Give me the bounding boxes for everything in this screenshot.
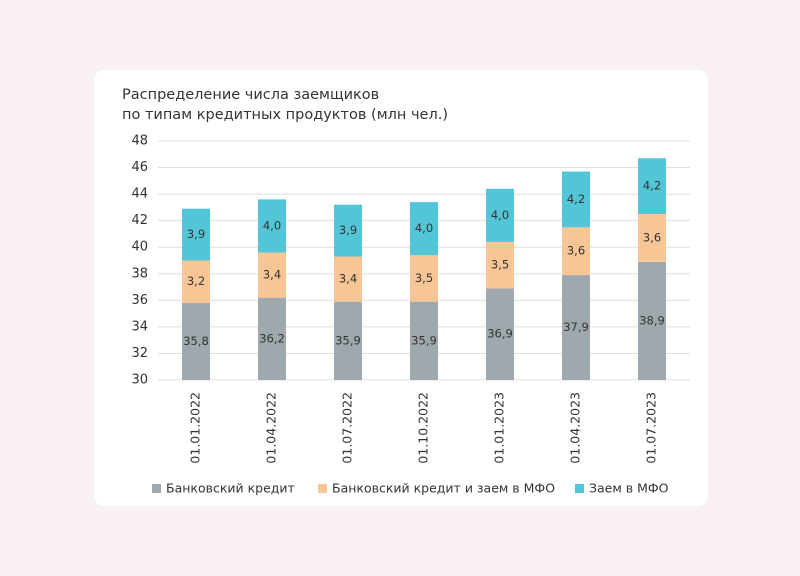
y-tick-label: 34 <box>131 319 148 334</box>
value-label: 3,4 <box>339 272 357 286</box>
value-label: 4,0 <box>415 221 433 235</box>
bar-segment <box>182 260 210 303</box>
x-tick-label: 01.07.2023 <box>644 392 659 464</box>
bar-segment <box>562 275 590 380</box>
y-tick-label: 30 <box>131 373 148 388</box>
bar-segment <box>562 227 590 276</box>
bar-segment <box>486 241 514 289</box>
bar-segment <box>410 301 438 380</box>
y-tick-label: 46 <box>131 160 148 175</box>
legend-swatch <box>318 484 327 493</box>
x-tick-label: 01.10.2022 <box>416 392 431 464</box>
bar-segment <box>334 256 362 302</box>
y-tick-label: 42 <box>131 213 148 228</box>
x-tick-label: 01.01.2023 <box>492 392 507 464</box>
value-label: 3,5 <box>491 258 509 272</box>
chart-title: по типам кредитных продуктов (млн чел.) <box>122 107 448 123</box>
card <box>94 70 708 506</box>
bar-segment <box>486 288 514 380</box>
x-tick-label: 01.01.2022 <box>188 392 203 464</box>
x-tick-label: 01.04.2022 <box>264 392 279 464</box>
value-label: 4,0 <box>263 218 281 232</box>
y-tick-label: 40 <box>131 240 148 255</box>
bar-segment <box>258 199 286 253</box>
value-label: 3,2 <box>187 274 205 288</box>
value-label: 35,9 <box>411 333 437 347</box>
bar-segment <box>638 214 666 262</box>
value-label: 3,9 <box>339 223 357 237</box>
value-label: 3,6 <box>643 230 661 244</box>
y-tick-label: 48 <box>131 134 148 149</box>
value-label: 35,8 <box>183 334 209 348</box>
bar-segment <box>182 302 210 380</box>
bar-segment <box>258 252 286 298</box>
y-tick-label: 36 <box>131 293 148 308</box>
legend-label: Банковский кредит и заем в МФО <box>332 481 555 496</box>
value-label: 4,2 <box>567 192 585 206</box>
y-tick-label: 38 <box>131 266 148 281</box>
x-tick-label: 01.07.2022 <box>340 392 355 464</box>
value-label: 37,9 <box>563 320 589 334</box>
bar-segment <box>486 188 514 242</box>
bar-segment <box>334 301 362 380</box>
bar-segment <box>334 204 362 257</box>
legend-swatch <box>575 484 584 493</box>
value-label: 36,9 <box>487 327 513 341</box>
value-label: 36,2 <box>259 331 285 345</box>
legend-label: Заем в МФО <box>589 481 669 496</box>
value-label: 3,6 <box>567 244 585 258</box>
chart-title: Распределение числа заемщиков <box>122 87 379 103</box>
legend-swatch <box>152 484 161 493</box>
bar-segment <box>638 261 666 380</box>
value-label: 35,9 <box>335 333 361 347</box>
y-tick-label: 44 <box>131 187 148 202</box>
value-label: 3,9 <box>187 227 205 241</box>
legend-label: Банковский кредит <box>166 481 295 496</box>
value-label: 38,9 <box>639 313 665 327</box>
value-label: 4,2 <box>643 179 661 193</box>
value-label: 3,4 <box>263 268 281 282</box>
x-tick-label: 01.04.2023 <box>568 392 583 464</box>
bar-segment <box>410 202 438 256</box>
bar-segment <box>562 171 590 228</box>
bar-segment <box>258 297 286 380</box>
bar-segment <box>638 158 666 215</box>
value-label: 4,0 <box>491 208 509 222</box>
value-label: 3,5 <box>415 271 433 285</box>
y-tick-label: 32 <box>131 346 148 361</box>
bar-segment <box>182 208 210 261</box>
bar-segment <box>410 255 438 302</box>
